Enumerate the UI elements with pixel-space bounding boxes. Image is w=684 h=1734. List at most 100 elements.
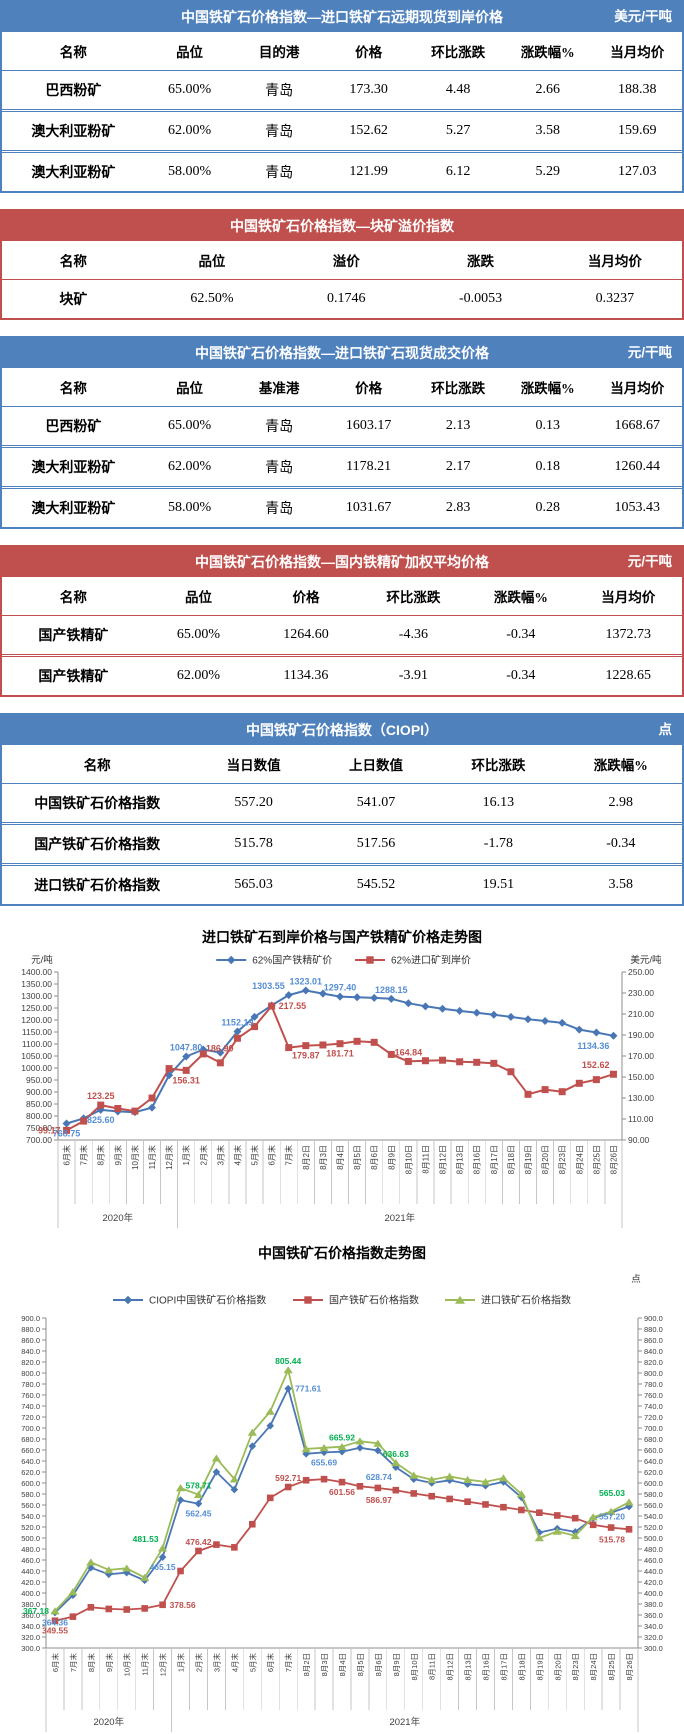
x-category-label: 8月10日	[410, 1653, 419, 1681]
x-category-label: 8月11日	[421, 1145, 430, 1174]
series-diamond	[62, 986, 618, 1128]
data-point-marker	[249, 1520, 256, 1528]
legend-item: CIOPI中国铁矿石价格指数	[113, 1294, 266, 1307]
value-cell: 青岛	[265, 420, 294, 435]
data-point-marker	[592, 1076, 600, 1084]
x-category-label: 8月17日	[499, 1653, 508, 1681]
data-point-marker	[391, 1459, 401, 1467]
value-cell: 65.00%	[176, 627, 221, 642]
data-point-marker	[182, 1052, 191, 1061]
data-point-label: 578.71	[185, 1481, 211, 1491]
legend-marker	[455, 1295, 465, 1304]
data-point-label: 805.44	[275, 1356, 301, 1366]
legend-marker	[366, 956, 374, 964]
left-axis-tick-label: 300.0	[21, 1644, 40, 1653]
value-cell: 青岛	[265, 166, 294, 181]
value-cell: 58.00%	[167, 164, 212, 179]
x-category-label: 8月16日	[473, 1145, 482, 1174]
data-point-marker	[148, 1094, 156, 1102]
data-point-marker	[338, 1447, 346, 1456]
year-group-label: 2020年	[93, 1716, 124, 1728]
x-category-label: 8月26日	[609, 1145, 618, 1174]
x-category-label: 11月末	[147, 1145, 157, 1169]
data-point-marker	[87, 1604, 95, 1611]
right-axis-tick-label: 130.00	[628, 1093, 654, 1103]
axes	[42, 1317, 642, 1649]
table-row: 国产铁精矿 65.00% 1264.60 -4.36 -0.34 1372.73	[2, 616, 682, 656]
data-point-marker	[428, 1492, 435, 1500]
row-name-cell: 澳大利亚粉矿	[31, 166, 116, 181]
left-axis-tick-label: 1250.00	[21, 1003, 52, 1013]
data-point-label: 217.55	[279, 1001, 307, 1011]
right-axis-tick-label: 840.0	[644, 1347, 663, 1356]
value-cell: 1668.67	[614, 418, 660, 433]
data-point-marker	[404, 1057, 412, 1065]
data-point-marker	[80, 1117, 88, 1125]
table-unit-label: 美元/干吨	[614, 9, 672, 24]
table-row: 中国铁矿石价格指数 557.20 541.07 16.13 2.98	[2, 784, 682, 824]
table-row: 国产铁矿石价格指数 515.78 517.56 -1.78 -0.34	[2, 823, 682, 865]
x-category-label: 5月末	[247, 1653, 257, 1673]
column-header: 涨跌	[467, 254, 495, 269]
right-axis-tick-label: 150.00	[628, 1072, 654, 1082]
data-point-marker	[193, 1490, 204, 1499]
value-cell: 2.17	[445, 459, 471, 474]
x-category-label: 9月末	[104, 1653, 114, 1673]
left-axis-tick-label: 900.00	[26, 1087, 52, 1097]
legend-item: 62%国产铁精矿价	[216, 954, 332, 967]
year-group-label: 2021年	[389, 1716, 420, 1728]
table-title: 中国铁矿石价格指数—国内铁精矿加权平均价格	[195, 554, 489, 570]
value-cell: 565.03	[234, 877, 273, 892]
table-title: 中国铁矿石价格指数—进口铁矿石现货成交价格	[195, 345, 489, 361]
data-point-label: 123.25	[87, 1091, 115, 1101]
data-point-marker	[50, 1607, 60, 1615]
table-row: 国产铁精矿 62.00% 1134.36 -3.91 -0.34 1228.65	[2, 655, 682, 696]
chart-unit-label: 点	[631, 1274, 641, 1285]
data-point-label: 186.90	[206, 1043, 234, 1053]
value-cell: 517.56	[356, 836, 396, 851]
data-point-marker	[211, 1454, 222, 1462]
data-point-marker	[421, 1057, 429, 1065]
x-category-label: 8月18日	[507, 1145, 516, 1174]
right-axis-tick-label: 300.0	[644, 1644, 663, 1653]
table-unit-label: 点	[658, 722, 673, 737]
left-axis-tick-label: 640.0	[21, 1457, 40, 1466]
data-point-label: 1288.15	[375, 985, 408, 995]
data-point-label: 515.78	[599, 1534, 625, 1544]
value-cell: 2.13	[445, 418, 471, 433]
data-point-marker	[438, 1004, 447, 1013]
right-axis-tick-label: 500.0	[644, 1534, 663, 1543]
value-cell: 1228.65	[605, 668, 652, 683]
right-axis-tick-label: 740.0	[644, 1402, 663, 1411]
value-cell: 1031.67	[345, 500, 392, 515]
data-point-marker	[387, 1050, 395, 1058]
right-axis-tick-label: 360.0	[644, 1611, 663, 1620]
data-point-marker	[213, 1541, 220, 1548]
data-point-marker	[370, 993, 379, 1002]
right-axis-tick-label: 640.0	[644, 1457, 663, 1466]
x-category-label: 8月24日	[589, 1653, 598, 1681]
series-triangle	[50, 1366, 634, 1615]
data-point-marker	[446, 1495, 453, 1503]
x-category-label: 8月12日	[439, 1145, 448, 1174]
table-row: 澳大利亚粉矿 62.00% 青岛 152.62 5.27 3.58 159.69	[2, 110, 682, 152]
data-point-marker	[165, 1071, 174, 1080]
price-table-3: 中国铁矿石价格指数—国内铁精矿加权平均价格 元/干吨 名称 品位 价格 环比涨跌 涨跌幅% 当…	[0, 545, 684, 697]
data-point-marker	[284, 1384, 292, 1393]
legend-item: 进口铁矿石价格指数	[445, 1294, 571, 1307]
x-category-label: 4月末	[229, 1653, 239, 1673]
left-axis-tick-label: 1050.00	[21, 1051, 52, 1061]
table-title: 中国铁矿石价格指数（CIOPI）	[245, 722, 439, 738]
table-row: 澳大利亚粉矿 58.00% 青岛 121.99 6.12 5.29 127.03	[2, 151, 682, 192]
data-point-marker	[489, 1010, 498, 1019]
data-point-marker	[301, 1445, 311, 1453]
data-point-marker	[68, 1588, 78, 1596]
data-point-label: 1152.19	[221, 1017, 253, 1027]
value-cell: 1178.21	[346, 459, 392, 474]
data-point-marker	[131, 1107, 139, 1115]
table-title: 中国铁矿石价格指数—进口铁矿石远期现货到岸价格	[181, 9, 503, 25]
x-category-label: 3月末	[215, 1145, 225, 1165]
table-row: 进口铁矿石价格指数 565.03 545.52 19.51 3.58	[2, 864, 682, 905]
x-category-label: 8月19日	[524, 1145, 533, 1174]
